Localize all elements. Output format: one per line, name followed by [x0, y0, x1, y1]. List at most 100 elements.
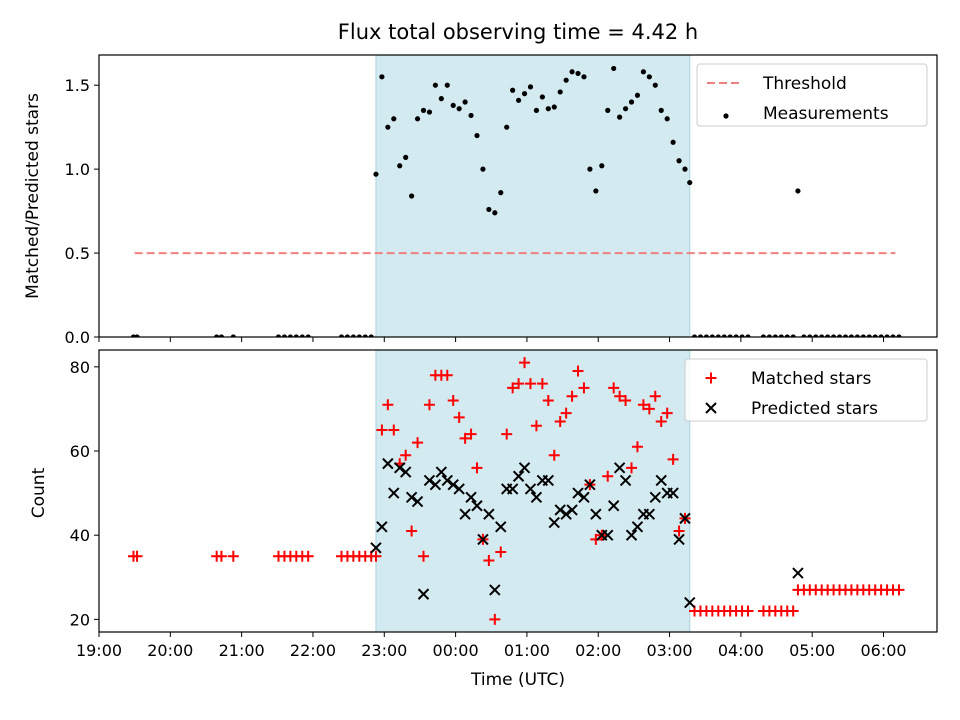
matched-star-point	[631, 441, 643, 453]
legend: Matched stars Predicted stars	[684, 358, 928, 422]
matched-star-point	[453, 411, 465, 423]
matched-star-point	[489, 613, 501, 625]
measurement-point	[697, 334, 704, 337]
measurement-point	[599, 163, 605, 169]
matched-star-point	[572, 365, 584, 377]
measurement-point	[515, 97, 522, 103]
x-tick-label: 23:00	[361, 641, 407, 660]
measurement-point	[420, 107, 427, 113]
matched-star-point	[227, 550, 239, 562]
predicted-star-point	[560, 508, 572, 520]
matched-star-point	[465, 428, 477, 440]
matched-star-point	[507, 382, 519, 394]
measurement-point	[426, 109, 433, 115]
measurement-point	[890, 334, 896, 337]
measurement-point	[218, 334, 225, 337]
matched-star-point	[626, 462, 638, 474]
predicted-star-point	[566, 504, 578, 516]
measurement-point	[432, 82, 438, 88]
measurement-point	[468, 112, 474, 119]
measurement-point	[299, 334, 305, 337]
legend-box	[684, 358, 928, 422]
predicted-star-point	[453, 483, 465, 495]
measurement-point	[807, 334, 813, 337]
matched-star-point	[447, 395, 459, 407]
measurement-point	[480, 166, 486, 172]
measurement-point	[691, 334, 698, 337]
measurement-point	[739, 334, 745, 337]
predicted-star-point	[590, 508, 602, 520]
measurement-point	[628, 99, 635, 105]
measurement-point	[687, 179, 693, 186]
measurement-point	[409, 193, 415, 199]
matched-star-point	[495, 546, 507, 558]
measurement-point	[760, 334, 767, 337]
plot-area	[130, 55, 902, 337]
predicted-star-point	[584, 478, 596, 491]
predicted-star-point	[459, 508, 471, 520]
axes-frame	[98, 349, 938, 633]
measurement-point	[790, 334, 796, 337]
predicted-star-point	[423, 474, 436, 487]
legend-label: Matched stars	[751, 369, 871, 389]
measurement-point	[664, 116, 670, 122]
x-axis-label: Time (UTC)	[471, 670, 565, 690]
predicted-star-point	[465, 491, 477, 504]
predicted-star-point	[530, 491, 543, 504]
matched-star-point	[590, 533, 602, 545]
x-tick-label: 21:00	[219, 641, 265, 660]
top-panel: 0.0 0.5 1.0 1.5 Threshold Measurements	[65, 54, 938, 347]
y-tick-label: 0.5	[65, 244, 90, 263]
predicted-star-point	[649, 491, 661, 504]
measurement-point	[581, 74, 587, 80]
predicted-star-point	[489, 584, 501, 596]
measurement-point	[842, 334, 849, 337]
predicted-star-point	[506, 483, 519, 495]
predicted-star-point	[518, 462, 531, 474]
measurement-point	[721, 334, 727, 337]
measurement-point	[766, 334, 772, 337]
legend-label: Measurements	[763, 104, 889, 124]
matched-star-point	[661, 407, 673, 419]
predicted-star-point	[673, 533, 685, 546]
predicted-star-point	[554, 504, 566, 516]
measurement-point	[391, 116, 397, 122]
measurement-point	[403, 154, 409, 160]
matched-star-point	[578, 382, 590, 394]
predicted-star-point	[542, 474, 555, 487]
measurement-point	[305, 334, 311, 337]
measurement-point	[397, 163, 403, 169]
predicted-star-point	[417, 588, 430, 600]
predicted-star-point	[405, 491, 418, 504]
y-tick-label: 0.0	[65, 328, 90, 347]
axes-frame	[98, 54, 938, 338]
legend-label: Predicted stars	[751, 399, 878, 419]
matched-star-point	[501, 428, 513, 440]
measurement-point	[676, 158, 682, 164]
predicted-star-point	[512, 470, 525, 482]
measurement-point	[379, 74, 385, 80]
predicted-star-point	[572, 487, 584, 499]
measurement-point	[539, 94, 545, 100]
matched-star-point	[554, 416, 566, 428]
matched-star-point	[370, 550, 382, 562]
x-tick-label: 22:00	[290, 641, 336, 660]
measurement-point	[715, 334, 721, 337]
x-tick-label: 06:00	[860, 641, 906, 660]
predicted-star-point	[376, 521, 388, 533]
predicted-star-point	[495, 521, 507, 533]
legend-predicted-swatch	[705, 402, 717, 414]
predicted-star-point	[435, 466, 448, 478]
matched-star-point	[614, 390, 626, 402]
measurement-point	[658, 107, 664, 113]
legend-label: Threshold	[762, 74, 847, 94]
measurement-point	[896, 334, 902, 337]
matched-star-point	[620, 395, 632, 407]
measurement-point	[230, 334, 236, 337]
x-tick-label: 19:00	[76, 641, 122, 660]
measurement-point	[533, 107, 540, 113]
predicted-star-point	[679, 512, 691, 525]
measurement-point	[356, 334, 362, 337]
predicted-star-point	[619, 474, 632, 487]
